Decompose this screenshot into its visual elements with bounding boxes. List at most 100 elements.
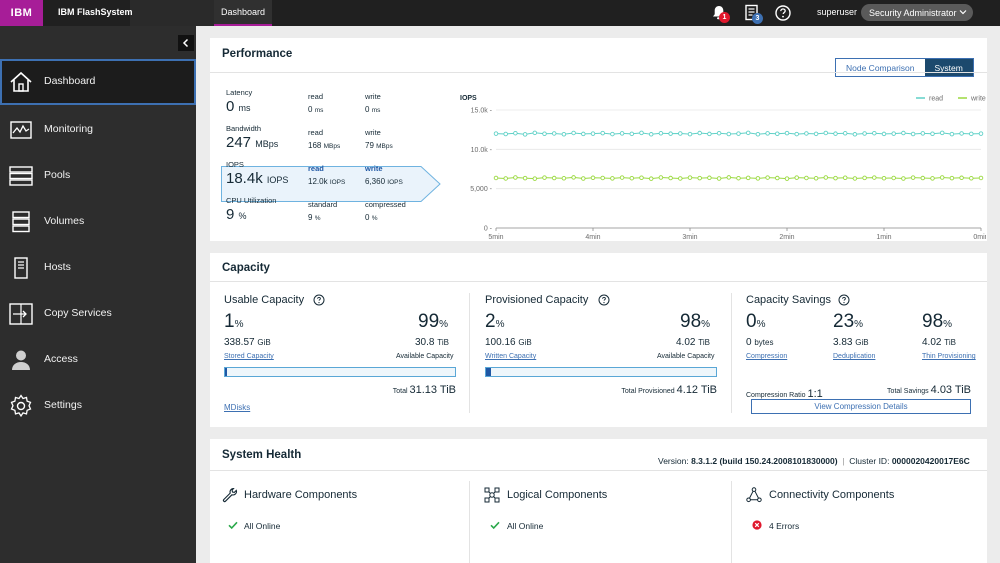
product-name[interactable]: IBM FlashSystem [58, 7, 133, 17]
data-point-read [707, 131, 712, 137]
chart-legend: read write [916, 96, 986, 103]
usable-total-label: Total [392, 388, 408, 395]
cpu-compressed-unit: % [371, 215, 378, 222]
system-health-card: System Health Version: 8.3.1.2 (build 15… [210, 439, 987, 563]
chevron-left-icon [182, 38, 189, 48]
usable-stored-percent-number: 1 [224, 311, 235, 332]
sidebar-item-dashboard[interactable]: Dashboard [0, 59, 196, 105]
ibm-logo[interactable]: IBM [0, 0, 43, 26]
tasks-icon[interactable]: 3 [743, 4, 763, 24]
chart-x-ticks: 5min 4min 3min 2min 1min 0min [488, 228, 986, 241]
usable-stored-percent: 1% [224, 311, 244, 332]
performance-title: Performance [222, 48, 293, 60]
deduplication-link[interactable]: Deduplication [833, 353, 876, 360]
data-point-write [581, 176, 586, 181]
collapse-sidebar-button[interactable] [178, 35, 194, 51]
data-point-read [794, 131, 799, 137]
latency-label: Latency [226, 88, 253, 97]
stored-capacity-link[interactable]: Stored Capacity [224, 353, 274, 360]
role-dropdown[interactable]: Security Administrator [861, 4, 973, 21]
mdisks-link[interactable]: MDisks [224, 403, 251, 412]
cpu-standard-unit: % [314, 215, 321, 222]
compression-link[interactable]: Compression [746, 353, 788, 360]
data-point-read [813, 131, 819, 137]
thin-provisioning-percent-number: 98 [922, 311, 944, 332]
hardware-components-title[interactable]: Hardware Components [244, 489, 358, 501]
thin-provisioning-link[interactable]: Thin Provisioning [922, 353, 976, 360]
sidebar-item-pools[interactable]: Pools [0, 153, 196, 199]
data-point-write [930, 176, 935, 181]
connectivity-status[interactable]: 4 Errors [769, 521, 800, 531]
sidebar-item-copy-services[interactable]: Copy Services [0, 291, 196, 337]
bandwidth-write-number: 79 [365, 141, 374, 150]
tasks-count-badge: 3 [752, 13, 763, 24]
bandwidth-label: Bandwidth [226, 124, 262, 133]
sidebar-item-volumes[interactable]: Volumes [0, 199, 196, 245]
usable-available-number: 30.8 [415, 337, 435, 348]
compression-percent-number: 0 [746, 311, 757, 332]
error-icon [752, 520, 762, 530]
role-label: Security Administrator [869, 7, 957, 18]
bandwidth-read-number: 168 [308, 141, 322, 150]
data-point-read [590, 131, 596, 136]
data-point-read [949, 131, 955, 137]
access-icon [12, 350, 30, 370]
data-point-write [678, 176, 683, 181]
thin-provisioning-value: 4.02 TiB [922, 337, 956, 348]
iops-write-unit: IOPS [387, 179, 403, 186]
iops-write-value: 6,360 IOPS [365, 177, 403, 186]
usable-capacity-title: Usable Capacity [224, 294, 305, 306]
view-compression-details-button[interactable]: View Compression Details [751, 399, 971, 414]
data-point-write [823, 175, 829, 180]
data-point-write [959, 175, 964, 181]
help-icon[interactable] [838, 294, 850, 306]
help-icon[interactable] [598, 294, 610, 306]
cluster-id-value: 0000020420017E6C [891, 456, 970, 466]
compression-unit: bytes [754, 338, 774, 347]
sidebar-item-settings[interactable]: Settings [0, 383, 196, 429]
data-point-read [852, 132, 858, 137]
chart-x-tick-label: 0min [973, 234, 986, 241]
data-point-read [726, 131, 732, 137]
legend-label-read: read [929, 96, 943, 103]
node-comparison-button[interactable]: Node Comparison [836, 59, 925, 76]
gear-icon [10, 394, 32, 418]
iops-chart[interactable]: IOPS read write 15.0k -10.0k -5,000 -0 - … [456, 90, 986, 250]
provisioned-available-percent-number: 98 [680, 311, 702, 332]
breadcrumb-dashboard[interactable]: Dashboard [214, 0, 273, 26]
data-point-read [910, 131, 916, 137]
notifications-bell-icon[interactable]: 1 [710, 4, 730, 23]
chart-x-tick-label: 5min [488, 234, 503, 241]
data-point-write [804, 175, 809, 181]
provisioned-capacity-title: Provisioned Capacity [485, 294, 589, 306]
connectivity-components-title[interactable]: Connectivity Components [769, 489, 895, 501]
data-point-read [959, 131, 964, 136]
bandwidth-number: 247 [226, 134, 252, 151]
data-point-read [610, 131, 615, 137]
savings-total: Total Savings 4.03 TiB [850, 384, 971, 396]
data-point-write [522, 175, 528, 181]
data-point-read [745, 130, 751, 136]
data-point-write [794, 175, 799, 180]
data-point-read [881, 131, 887, 137]
system-button[interactable]: System [924, 59, 973, 76]
chart-y-tick-label: 10.0k - [471, 147, 493, 154]
help-icon[interactable] [774, 4, 792, 22]
compression-ratio: Compression Ratio 1:1 [746, 388, 823, 400]
help-icon[interactable] [313, 294, 325, 306]
provisioned-available-number: 4.02 [676, 337, 696, 348]
bandwidth-write-label: write [365, 128, 381, 137]
logical-components-title[interactable]: Logical Components [507, 489, 608, 501]
iops-selected-highlight[interactable] [221, 166, 441, 202]
sidebar-item-hosts[interactable]: Hosts [0, 245, 196, 291]
user-name[interactable]: superuser [817, 7, 858, 17]
deduplication-percent: 23% [833, 311, 864, 332]
sidebar-item-monitoring[interactable]: Monitoring [0, 107, 196, 153]
data-point-write [610, 176, 615, 181]
sidebar-item-access[interactable]: Access [0, 337, 196, 383]
checkmark-icon [228, 521, 238, 530]
written-capacity-link[interactable]: Written Capacity [485, 353, 537, 360]
cpu-standard-label: standard [308, 200, 338, 209]
data-point-write [852, 176, 858, 181]
cpu-standard-value: 9 % [308, 213, 320, 222]
